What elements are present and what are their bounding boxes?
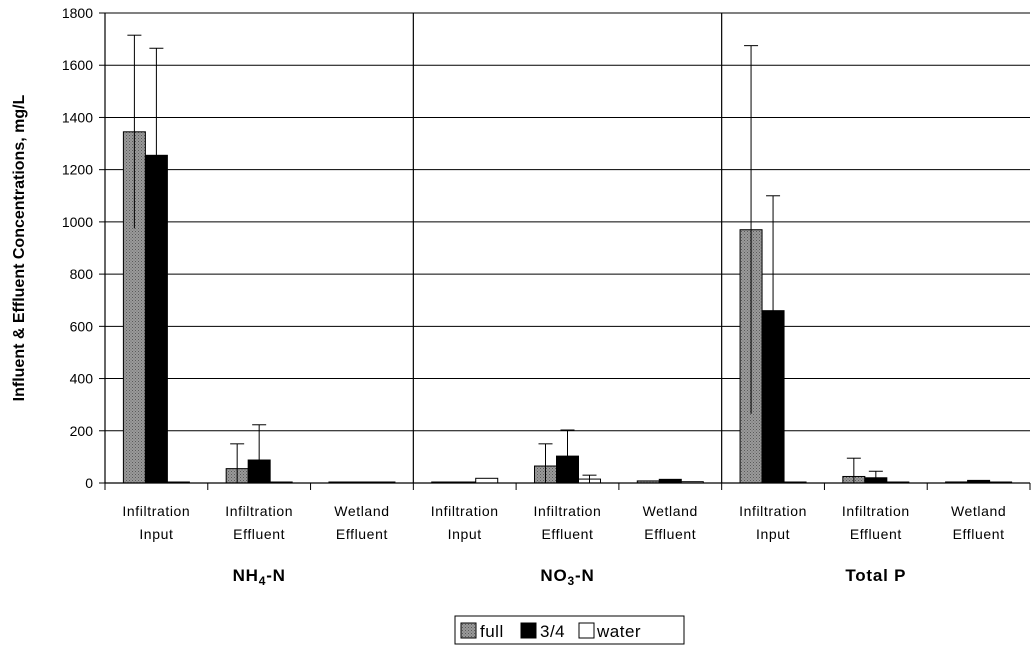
- category-label: Infiltration: [122, 503, 190, 519]
- category-label: Infiltration: [225, 503, 293, 519]
- legend-swatch-full: [460, 622, 477, 639]
- group-label-subscript: 3: [568, 574, 575, 588]
- category-label: Input: [448, 526, 482, 542]
- bars: [122, 34, 1013, 484]
- category-label: Wetland: [643, 503, 698, 519]
- legend-box: [454, 615, 685, 645]
- category-label: Infiltration: [842, 503, 910, 519]
- y-tick-label: 1800: [62, 5, 93, 21]
- group-label-main: NO: [540, 566, 567, 585]
- y-tick-label: 1000: [62, 214, 93, 230]
- legend-label: water: [596, 622, 641, 641]
- y-tick-label: 1600: [62, 57, 93, 73]
- legend-swatch-3-4: [520, 622, 537, 639]
- bar-water-3: [475, 477, 499, 484]
- category-label: Infiltration: [739, 503, 807, 519]
- y-tick-label: 0: [85, 475, 93, 491]
- legend-label: 3/4: [540, 622, 565, 641]
- y-tick-label: 600: [70, 318, 94, 334]
- category-label: Effluent: [850, 526, 902, 542]
- category-label: Effluent: [953, 526, 1005, 542]
- category-label: Wetland: [951, 503, 1006, 519]
- category-label: Infiltration: [534, 503, 602, 519]
- legend-label: full: [480, 622, 504, 641]
- category-label: Effluent: [233, 526, 285, 542]
- y-axis-label: Influent & Effluent Concentrations, mg/L: [11, 94, 28, 401]
- category-label: Input: [756, 526, 790, 542]
- group-label-rest: -N: [266, 566, 286, 585]
- category-label: Effluent: [644, 526, 696, 542]
- group-label-subscript: 4: [259, 574, 266, 588]
- category-label: Infiltration: [431, 503, 499, 519]
- axes: [99, 12, 1031, 490]
- legend: full 3/4 water: [454, 615, 685, 645]
- category-label: Input: [139, 526, 173, 542]
- group-label: NH4-N: [233, 566, 286, 588]
- y-tick-label: 200: [70, 423, 94, 439]
- category-label: Wetland: [334, 503, 389, 519]
- group-label-main: NH: [233, 566, 259, 585]
- y-tick-label: 1400: [62, 109, 93, 125]
- y-tick-label: 800: [70, 266, 94, 282]
- category-label: Effluent: [541, 526, 593, 542]
- group-label-rest: -N: [575, 566, 595, 585]
- y-tick-label: 400: [70, 371, 94, 387]
- y-tick-label: 1200: [62, 162, 93, 178]
- labels: 0 200 400 600 800 1000 1200 1400 1600 1800 Infiltr…: [11, 5, 1006, 588]
- gridlines: [105, 12, 1030, 432]
- legend-swatch-water: [578, 622, 595, 639]
- group-label: NO3-N: [540, 566, 594, 588]
- group-label: Total P: [845, 566, 906, 585]
- category-label: Effluent: [336, 526, 388, 542]
- group-label-main: Total P: [845, 566, 906, 585]
